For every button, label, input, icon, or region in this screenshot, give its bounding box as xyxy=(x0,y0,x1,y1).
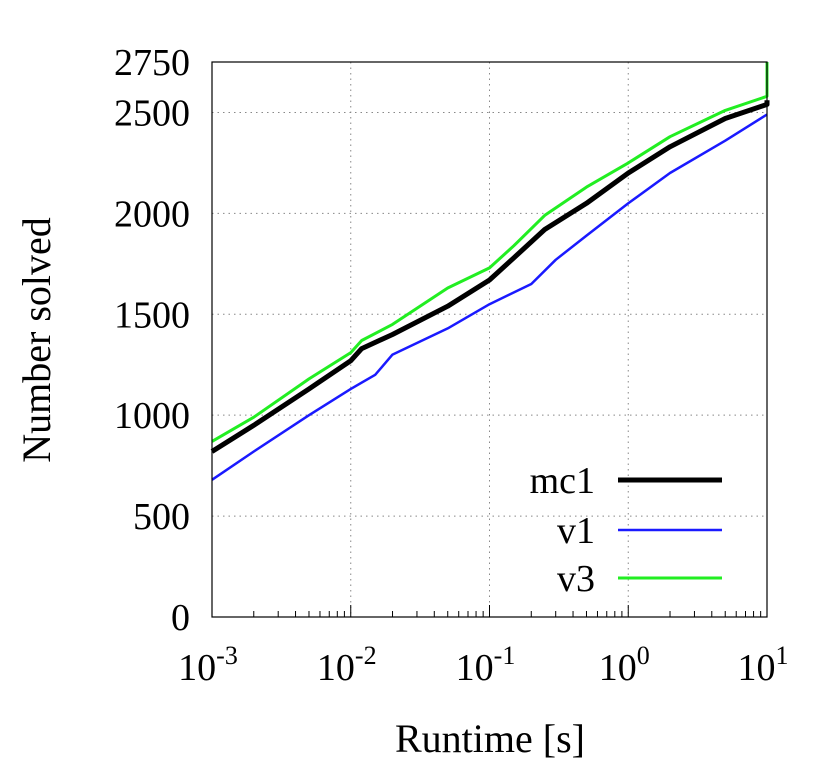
grid xyxy=(212,62,767,617)
legend-label-v1: v1 xyxy=(557,510,595,552)
series-line-mc1 xyxy=(210,100,770,454)
series-line-v1 xyxy=(211,113,768,481)
series-line-v3 xyxy=(211,62,769,443)
x-tick-label: 10-1 xyxy=(456,641,516,689)
y-tick-label: 500 xyxy=(133,496,190,538)
y-tick-label: 2750 xyxy=(114,42,190,84)
legend-label-mc1: mc1 xyxy=(530,460,595,502)
x-tick-label: 10-3 xyxy=(178,641,238,689)
x-tick-label: 10-2 xyxy=(317,641,377,689)
x-axis-label: Runtime [s] xyxy=(395,716,585,761)
y-tick-label: 1000 xyxy=(114,395,190,437)
axis-labels: Runtime [s] Number solved xyxy=(14,217,585,761)
x-tick-label: 100 xyxy=(599,641,650,689)
axis-ticks: 10-3 10-2 10-1 100 101 0 500 1000 1500 2000 2500 27… xyxy=(114,42,789,689)
x-tick-label: 101 xyxy=(738,641,789,689)
y-tick-label: 2500 xyxy=(114,92,190,134)
series-lines xyxy=(210,62,770,481)
legend-label-v3: v3 xyxy=(557,558,595,600)
y-tick-label: 2000 xyxy=(114,193,190,235)
y-tick-label: 1500 xyxy=(114,294,190,336)
legend: mc1 v1 v3 xyxy=(530,460,722,600)
y-axis-label: Number solved xyxy=(14,217,59,463)
y-tick-label: 0 xyxy=(171,597,190,639)
